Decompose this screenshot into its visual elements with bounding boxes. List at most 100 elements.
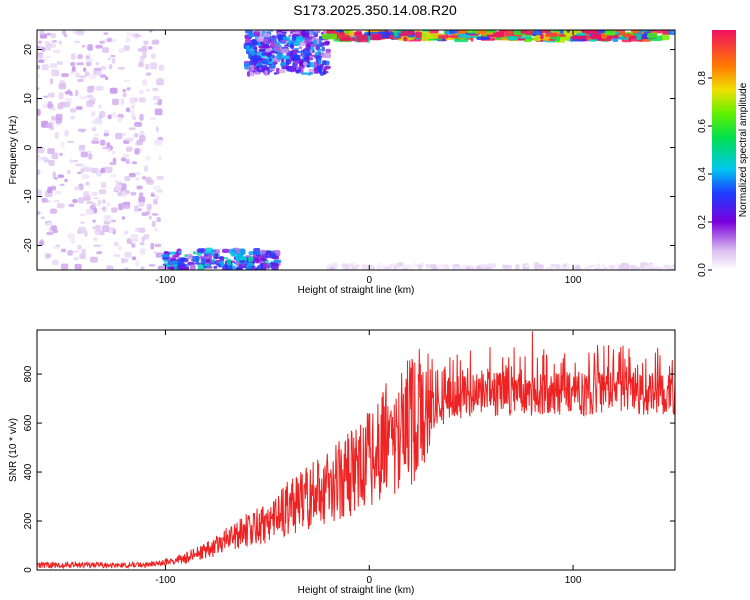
- spectrogram-cell: [161, 254, 170, 257]
- spectrogram-cell: [582, 30, 599, 34]
- spectrogram-cell: [158, 155, 162, 161]
- spectrogram-cell: [100, 66, 107, 70]
- spectrogram-cell: [124, 251, 132, 258]
- spectrogram-cell: [211, 249, 217, 252]
- spectrogram-cell: [667, 265, 675, 270]
- spectrogram-cell: [111, 207, 118, 213]
- spectrogram-cell: [37, 65, 40, 70]
- spectrogram-cell: [142, 51, 147, 59]
- spectrogram-cell: [94, 67, 102, 72]
- spectrogram-cell: [660, 34, 670, 41]
- spectrogram-cell: [413, 262, 417, 268]
- spectrogram-cell: [102, 199, 106, 204]
- spectrogram-cell: [43, 95, 48, 98]
- spectrogram-cell: [114, 185, 120, 192]
- spectrogram-cell: [151, 39, 160, 45]
- spectrogram-cell: [41, 46, 46, 52]
- spectrogram-cell: [91, 120, 98, 124]
- spectrogram-cell: [306, 43, 311, 47]
- spectrogram-cell: [95, 44, 103, 49]
- spectrogram-cell: [115, 180, 119, 184]
- spectrogram-cell: [80, 221, 85, 224]
- snr-x-ticks: -100 0 100: [155, 330, 582, 586]
- spectrogram-cell: [104, 166, 113, 174]
- spectrogram-cell: [143, 40, 149, 45]
- spectrogram-cell: [96, 70, 103, 76]
- spectrogram-cell: [138, 89, 144, 94]
- spectrogram-cell: [377, 265, 386, 270]
- spectrogram-cell: [112, 58, 116, 64]
- spectrogram-cell: [319, 71, 324, 76]
- spectrogram-cell: [61, 73, 69, 78]
- spectrogram-cell: [132, 116, 137, 120]
- spectrogram-cell: [483, 30, 497, 33]
- spectrogram-cell: [135, 260, 140, 267]
- spectrogram-cell: [248, 256, 254, 262]
- spectrogram-cell: [61, 263, 69, 270]
- spectrogram-cell: [205, 247, 213, 254]
- spectrogram-cell: [45, 43, 52, 51]
- spectrogram-cell: [64, 90, 73, 95]
- spectrogram-cell: [41, 64, 49, 71]
- spectrogram-cell: [298, 46, 303, 50]
- spectrogram-cell: [558, 34, 566, 37]
- spectrogram-cell: [51, 115, 56, 121]
- snr-frame: [36, 329, 676, 571]
- spectrogram-cell: [47, 148, 55, 154]
- spectrogram-cell: [124, 175, 131, 182]
- spectrogram-cell: [121, 257, 125, 264]
- spectrogram-cell: [67, 140, 75, 143]
- spectrogram-cell: [213, 252, 219, 260]
- spectrogram-cell: [38, 240, 45, 246]
- spectrogram-cell: [46, 32, 52, 36]
- spectrogram-cell: [121, 216, 126, 220]
- spectrogram-cell: [49, 208, 57, 214]
- spectrogram-cell: [272, 61, 278, 65]
- spectrogram-cell: [563, 30, 568, 35]
- spectrogram-cell: [52, 49, 61, 54]
- spectrogram-cell: [142, 176, 147, 180]
- spectrogram-cell: [123, 141, 130, 144]
- spectrogram-cell: [95, 61, 100, 66]
- spectrogram-cell: [323, 69, 327, 74]
- spectrogram-cell: [99, 40, 105, 44]
- spectrogram-cell: [445, 35, 462, 38]
- spectrogram-cell: [268, 69, 275, 72]
- spectrogram-cell: [593, 34, 599, 39]
- spectrogram-cell: [258, 61, 262, 66]
- y-tick-label: 200: [23, 512, 34, 529]
- spectrogram-cell: [291, 49, 299, 53]
- spectrogram-cell: [84, 71, 90, 77]
- spectrogram-cell: [177, 262, 185, 267]
- spectrogram-cell: [239, 256, 247, 262]
- x-tick-label: 0: [366, 575, 372, 586]
- spectrogram-cell: [553, 264, 561, 269]
- spectrogram-cell: [56, 203, 65, 209]
- spectrogram-cell: [167, 266, 176, 269]
- spectrogram-cell: [122, 204, 131, 209]
- spectrogram-cell: [370, 265, 375, 270]
- spectrogram-cell: [276, 53, 282, 60]
- spectrogram-cell: [281, 31, 287, 34]
- spectrogram-cell: [506, 30, 513, 34]
- spectrogram-cell: [479, 267, 486, 270]
- spectrogram-cell: [110, 219, 117, 223]
- spectrogram-cell: [219, 256, 224, 262]
- spectrogram-cell: [300, 72, 308, 75]
- spectrogram-cell: [151, 220, 156, 227]
- spectrogram-cell: [75, 72, 80, 78]
- spectrogram-cell: [112, 112, 117, 118]
- spectrogram-cell: [178, 251, 182, 254]
- spectrogram-cell: [118, 48, 126, 53]
- spectrogram-cell: [437, 267, 444, 270]
- spectrogram-cell: [103, 215, 112, 222]
- spectrogram-cell: [230, 251, 235, 257]
- spectrogram-cell: [247, 33, 256, 38]
- spectrogram-cell: [58, 92, 64, 100]
- spectrogram-cell: [138, 201, 145, 207]
- spectrogram-cell: [91, 127, 97, 132]
- spectrogram-cell: [143, 234, 150, 240]
- spectrogram-cell: [52, 171, 56, 178]
- spectrogram-cell: [52, 259, 59, 266]
- spectrogram-cell: [608, 265, 615, 270]
